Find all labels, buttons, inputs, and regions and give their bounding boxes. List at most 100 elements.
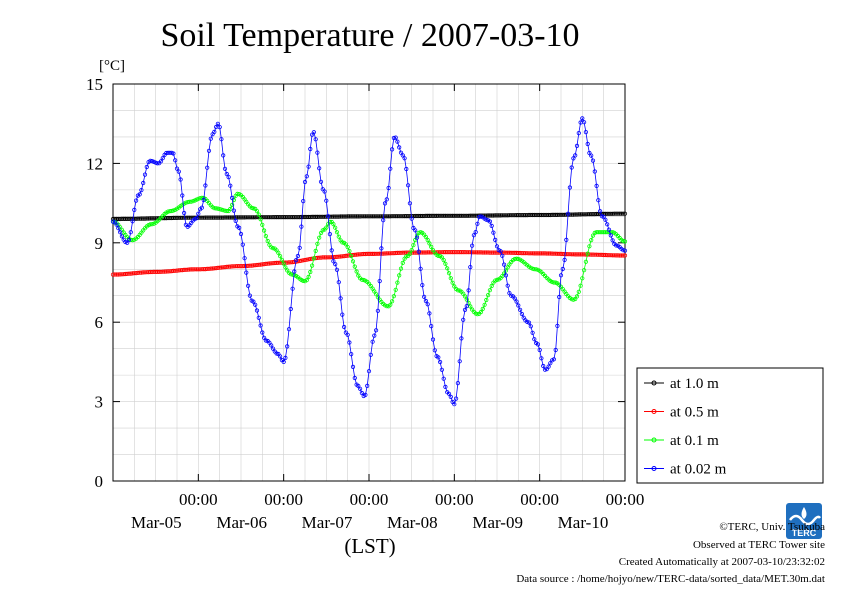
data-point (201, 197, 206, 203)
data-point (386, 185, 391, 191)
data-point (148, 158, 153, 163)
data-point (473, 230, 478, 235)
data-point (233, 218, 238, 223)
data-point (150, 222, 155, 227)
data-point (224, 171, 229, 177)
data-point (462, 294, 468, 299)
data-point (313, 248, 318, 253)
data-point (519, 311, 525, 317)
data-point (219, 207, 224, 212)
y-tick-label: 12 (86, 154, 103, 173)
data-point (589, 153, 594, 158)
y-axis: 0 3 6 9 12 15 (86, 75, 625, 491)
legend-label: at 0.1 m (670, 433, 719, 449)
chart-title: Soil Temperature / 2007-03-10 (160, 17, 579, 54)
data-point (453, 396, 459, 401)
data-point (389, 299, 395, 304)
data-point (189, 199, 194, 204)
legend-label: at 0.5 m (670, 405, 719, 421)
data-point (285, 344, 290, 349)
data-point (573, 153, 578, 158)
data-point (489, 223, 494, 228)
x-tick-time-label: 00:00 (520, 490, 559, 509)
data-point (404, 166, 409, 172)
x-tick-date-label: Mar-06 (216, 513, 267, 532)
data-point (324, 225, 329, 230)
data-point (585, 251, 590, 256)
y-tick-label: 15 (86, 75, 103, 94)
data-point (498, 249, 503, 254)
data-point (382, 201, 388, 206)
data-point (446, 391, 452, 396)
data-point (341, 324, 347, 330)
data-point (548, 361, 553, 366)
data-point (439, 367, 444, 372)
data-point (263, 338, 268, 343)
data-point (350, 364, 356, 369)
data-point (235, 191, 240, 196)
data-point (277, 254, 283, 259)
data-point (503, 268, 508, 273)
data-point (597, 209, 603, 214)
data-point (263, 234, 268, 239)
data-point (308, 269, 313, 275)
data-point (613, 243, 619, 248)
data-point (178, 177, 183, 182)
data-point (306, 164, 311, 169)
data-point (222, 166, 228, 171)
data-point (622, 248, 628, 253)
data-point (196, 196, 201, 201)
data-point (357, 386, 363, 391)
data-point (395, 280, 400, 285)
data-point (448, 276, 453, 281)
data-point (231, 208, 236, 213)
data-point (182, 210, 187, 216)
data-point (400, 153, 405, 158)
data-point (558, 273, 564, 278)
data-point (349, 253, 354, 259)
data-point (489, 283, 494, 289)
data-point (436, 253, 441, 258)
data-point (551, 357, 557, 362)
data-point (334, 267, 340, 272)
data-point (429, 323, 434, 329)
data-point (414, 235, 420, 240)
x-axis-label: (LST) (344, 534, 395, 558)
data-point (398, 266, 404, 271)
data-point (247, 293, 252, 298)
x-tick-date-label: Mar-09 (472, 513, 523, 532)
data-point (356, 383, 361, 389)
data-point (539, 356, 544, 361)
data-point (397, 145, 402, 150)
data-point (309, 263, 315, 268)
legend: at 1.0 m at 0.5 m at 0.1 m at 0.02 m (636, 367, 824, 484)
data-point (413, 228, 418, 233)
data-point (592, 169, 597, 174)
data-point (405, 183, 411, 188)
data-point (219, 137, 224, 142)
data-point (329, 248, 334, 253)
data-point (322, 189, 327, 194)
data-point (429, 244, 434, 249)
data-point (359, 390, 364, 396)
data-point (260, 330, 265, 335)
data-point (365, 383, 370, 388)
data-point (494, 244, 500, 249)
data-point (333, 225, 338, 230)
data-point (485, 292, 491, 298)
y-tick-label: 3 (95, 393, 104, 412)
data-point (292, 269, 297, 274)
data-point (352, 375, 357, 381)
data-point (393, 287, 398, 292)
legend-swatch-marker (651, 437, 657, 443)
data-point (388, 302, 393, 307)
data-point (503, 273, 508, 278)
data-point (114, 222, 119, 227)
data-point (528, 324, 533, 329)
data-point (230, 202, 235, 207)
data-point (258, 217, 263, 222)
data-point (299, 224, 304, 229)
legend-swatch-marker (651, 380, 657, 386)
data-point (608, 233, 613, 238)
data-point (125, 240, 130, 245)
